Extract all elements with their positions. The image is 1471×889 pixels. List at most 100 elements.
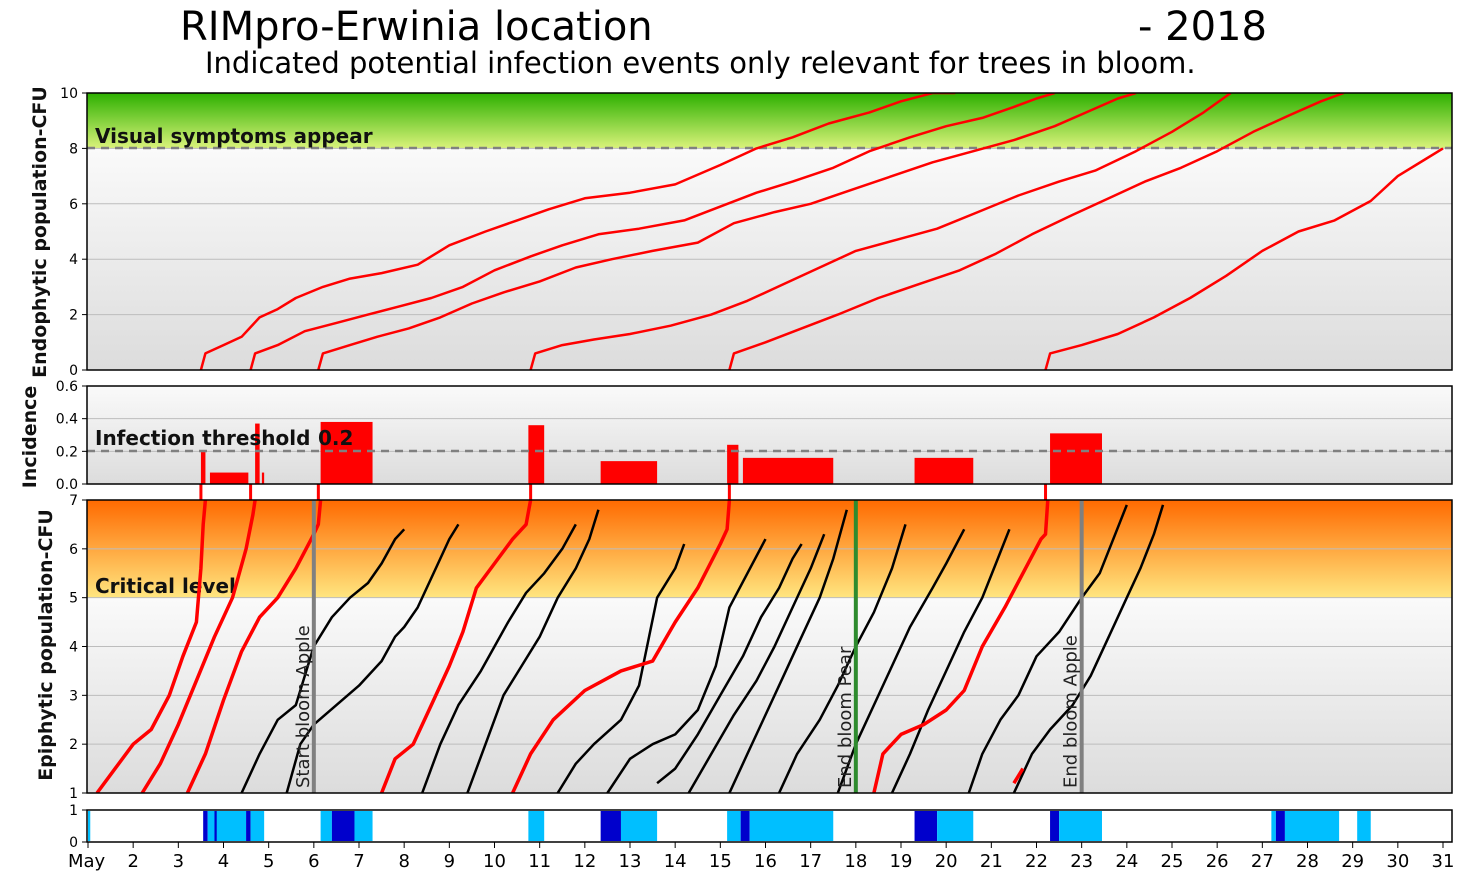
incidence-bar [261,472,265,484]
epiphytic-population-curve [466,509,600,793]
wetness-y-tick-label: 0 [69,835,78,851]
incidence-bar [528,425,545,484]
endophytic-y-tick-label: 0 [69,363,78,379]
endophytic-curve [1044,147,1444,370]
epiphytic-black-series [240,504,1165,793]
incidence-bar [742,457,834,484]
incidence-bars [199,421,1102,500]
incidence-bar [255,423,260,484]
incidence-bar [1050,433,1102,484]
visual-symptoms-label: Visual symptoms appear [95,124,373,148]
incidence-bar [914,457,974,484]
epiphytic-population-curve [1012,504,1165,793]
endophytic-curve [317,93,1137,370]
panel-wetness-y-ticks: 01 [69,803,87,851]
x-tick-label: 7 [353,851,364,872]
incidence-bar [320,421,373,484]
endophytic-y-tick-label: 8 [69,141,78,157]
wetness-segment [600,811,621,841]
x-tick-label: 10 [483,851,506,872]
wetness-segment [354,811,373,841]
x-tick-label: 26 [1206,851,1229,872]
wetness-segment [620,811,658,841]
x-tick-label: 23 [1070,851,1093,872]
wetness-segment [1271,811,1276,841]
x-tick-label: 11 [528,851,551,872]
wetness-segment [214,811,217,841]
x-tick-label: 8 [398,851,409,872]
epiphytic-infection-curve [872,500,1050,793]
wetness-y-tick-label: 1 [69,803,78,819]
incidence-bar [200,451,206,484]
x-tick-label: 3 [173,851,184,872]
x-tick-label: 13 [619,851,642,872]
wetness-segment [246,811,251,841]
wetness-segment [937,811,974,841]
wetness-segment [749,811,834,841]
x-tick-label: 20 [935,851,958,872]
bloom-event-label: End bloom Apple [1061,635,1082,788]
endophytic-curve [728,93,1345,370]
epiphytic-infection-curve [95,500,208,793]
incidence-y-axis-label: Incidence [19,386,41,489]
epiphytic-y-tick-label: 7 [69,493,78,509]
bloom-event-label: Start bloom Apple [293,625,314,788]
wetness-segment [331,811,355,841]
epiphytic-y-axis-label: Epiphytic population-CFU [35,509,57,781]
incidence-bar [727,444,739,484]
wetness-segment [1357,811,1371,841]
chart-title: RIMpro-Erwinia location [180,4,653,50]
endophytic-curve [199,93,956,370]
incidence-bar [600,461,658,484]
chart-year: - 2018 [1138,4,1267,50]
epiphytic-population-curve [656,543,803,785]
endophytic-y-tick-label: 10 [60,86,78,102]
epiphytic-population-curve [777,524,907,793]
x-tick-label: 27 [1251,851,1274,872]
x-tick-label: 18 [844,851,867,872]
wetness-segment [1050,811,1060,841]
incidence-y-tick-label: 0.4 [56,412,78,428]
infection-threshold-label: Infection threshold [95,426,310,450]
incidence-y-tick-label: 0.2 [56,444,78,460]
x-tick-label: 17 [799,851,822,872]
chart-subtitle: Indicated potential infection events onl… [205,46,1196,80]
epiphytic-infection-curve [511,500,732,793]
epiphytic-population-curve [421,523,577,793]
wetness-segment [88,811,91,841]
epiphytic-y-tick-label: 2 [69,737,78,753]
epiphytic-y-tick-label: 3 [69,688,78,704]
x-tick-label: 21 [980,851,1003,872]
x-tick-label: 24 [1115,851,1138,872]
x-tick-label: 2 [127,851,138,872]
incidence-bar [209,472,249,484]
x-tick-label: 25 [1161,851,1184,872]
epiphytic-infection-curve [140,500,257,793]
incidence-y-tick-label: 0.6 [56,379,78,395]
x-tick-label: 22 [1025,851,1048,872]
endophytic-y-axis-label: Endophytic population-CFU [29,86,51,378]
x-tick-label: 14 [664,851,687,872]
panel-wetness-frame [86,809,1453,843]
epiphytic-y-tick-label: 1 [69,786,78,802]
epiphytic-population-curve [728,509,849,793]
visual-symptoms-zone [87,93,1452,148]
panel-endophytic-y-ticks: 0 2 4 6 8 10 [60,86,87,379]
wetness-segment [320,811,332,841]
x-tick-label: 4 [218,851,229,872]
wetness-segment [528,811,545,841]
wetness-segment [740,811,750,841]
epiphytic-population-curve [240,528,406,793]
bloom-event-label: End bloom Pear [835,646,856,788]
endophytic-y-tick-label: 4 [69,252,78,268]
panel-incidence: Infection threshold 0.2 0.0 0.2 0.4 0.6 Inc… [19,379,1453,500]
x-tick-label: 30 [1386,851,1409,872]
wetness-segment [1275,811,1285,841]
x-axis-dates: May 2 3 4 5 6 7 8 9 10 11 12 13 14 15 16 17 18 19 20 21 22 23 2… [68,842,1454,872]
epiphytic-population-curve [556,543,686,793]
panel-endophytic-frame [86,92,1453,371]
wetness-segment [250,811,265,841]
epiphytic-y-tick-label: 5 [69,591,78,607]
wetness-segment [207,811,247,841]
